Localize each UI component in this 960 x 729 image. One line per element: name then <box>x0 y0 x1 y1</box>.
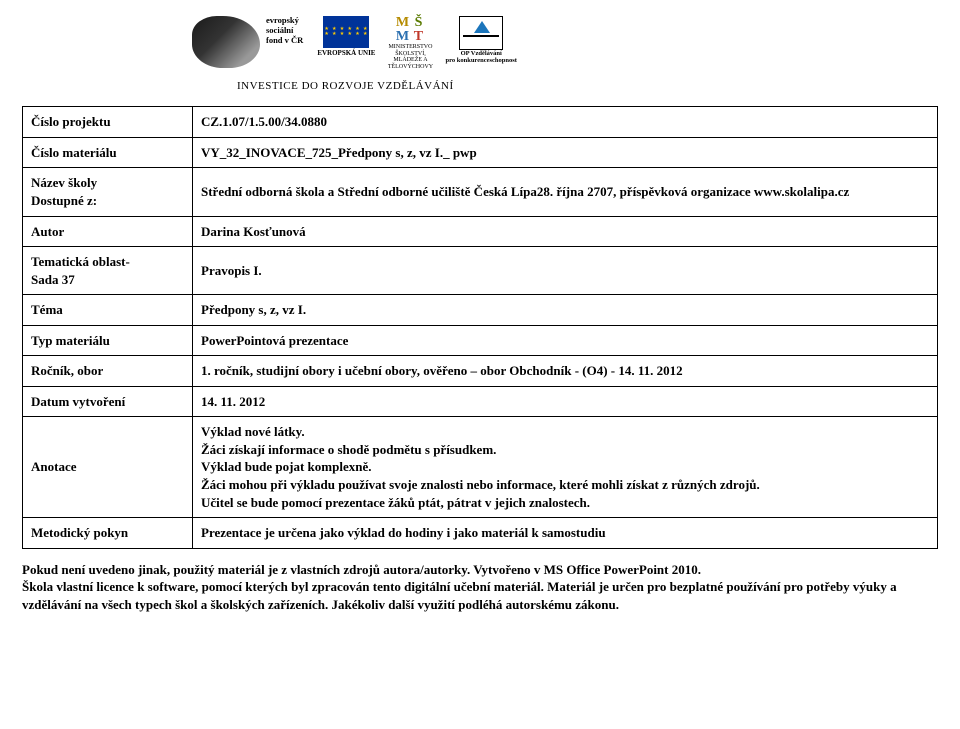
op-box-icon <box>459 16 503 50</box>
row-value: Prezentace je určena jako výklad do hodi… <box>193 518 938 549</box>
esf-swirl-icon <box>192 16 260 68</box>
row-value: Pravopis I. <box>193 247 938 295</box>
row-value: Darina Kosťunová <box>193 216 938 247</box>
row-label: Metodický pokyn <box>23 518 193 549</box>
header-logo-strip: evropský sociální fond v ČR EVROPSKÁ UNI… <box>22 16 938 76</box>
row-value: Střední odborná škola a Střední odborné … <box>193 168 938 216</box>
row-label: Anotace <box>23 417 193 518</box>
table-row: Číslo materiáluVY_32_INOVACE_725_Předpon… <box>23 137 938 168</box>
table-row: Číslo projektuCZ.1.07/1.5.00/34.0880 <box>23 107 938 138</box>
document-page: evropský sociální fond v ČR EVROPSKÁ UNI… <box>0 0 960 635</box>
msmt-logo-icon: MŠ MT <box>394 16 426 44</box>
row-value: Výklad nové látky. Žáci získají informac… <box>193 417 938 518</box>
esf-logo-block: evropský sociální fond v ČR <box>192 16 303 68</box>
eu-label: EVROPSKÁ UNIE <box>317 48 375 58</box>
metadata-table: Číslo projektuCZ.1.07/1.5.00/34.0880Čísl… <box>22 106 938 548</box>
esf-text: evropský sociální fond v ČR <box>266 16 303 45</box>
metadata-table-body: Číslo projektuCZ.1.07/1.5.00/34.0880Čísl… <box>23 107 938 548</box>
row-value: VY_32_INOVACE_725_Předpony s, z, vz I._ … <box>193 137 938 168</box>
row-label: Název školy Dostupné z: <box>23 168 193 216</box>
row-label: Ročník, obor <box>23 356 193 387</box>
table-row: TémaPředpony s, z, vz I. <box>23 295 938 326</box>
table-row: Tematická oblast- Sada 37Pravopis I. <box>23 247 938 295</box>
msmt-line-2: MLÁDEŽE A TĚLOVÝCHOVY <box>388 57 433 70</box>
row-value: 1. ročník, studijní obory i učební obory… <box>193 356 938 387</box>
footer-note: Pokud není uvedeno jinak, použitý materi… <box>22 549 938 614</box>
table-row: Typ materiáluPowerPointová prezentace <box>23 325 938 356</box>
row-label: Číslo materiálu <box>23 137 193 168</box>
row-value: CZ.1.07/1.5.00/34.0880 <box>193 107 938 138</box>
table-row: AnotaceVýklad nové látky. Žáci získají i… <box>23 417 938 518</box>
row-label: Číslo projektu <box>23 107 193 138</box>
row-value: PowerPointová prezentace <box>193 325 938 356</box>
row-label: Tematická oblast- Sada 37 <box>23 247 193 295</box>
eu-flag-icon <box>323 16 369 48</box>
row-label: Autor <box>23 216 193 247</box>
op-line-1: OP Vzdělávání <box>461 50 502 57</box>
esf-line-3: fond v ČR <box>266 36 303 46</box>
msmt-logo-block: MŠ MT MINISTERSTVO ŠKOLSTVÍ, MLÁDEŽE A T… <box>389 16 431 70</box>
op-line-2: pro konkurenceschopnost <box>445 57 516 64</box>
row-value: Předpony s, z, vz I. <box>193 295 938 326</box>
row-label: Datum vytvoření <box>23 386 193 417</box>
table-row: Ročník, obor1. ročník, studijní obory i … <box>23 356 938 387</box>
row-label: Typ materiálu <box>23 325 193 356</box>
msmt-line-1: MINISTERSTVO ŠKOLSTVÍ, <box>388 44 432 57</box>
table-row: Název školy Dostupné z:Střední odborná š… <box>23 168 938 216</box>
op-logo-block: OP Vzdělávání pro konkurenceschopnost <box>445 16 516 64</box>
eu-logo-block: EVROPSKÁ UNIE <box>317 16 375 58</box>
table-row: Datum vytvoření14. 11. 2012 <box>23 386 938 417</box>
table-row: Metodický pokynPrezentace je určena jako… <box>23 518 938 549</box>
header-footer-line: INVESTICE DO ROZVOJE VZDĚLÁVÁNÍ <box>22 76 938 106</box>
row-label: Téma <box>23 295 193 326</box>
table-row: AutorDarina Kosťunová <box>23 216 938 247</box>
row-value: 14. 11. 2012 <box>193 386 938 417</box>
